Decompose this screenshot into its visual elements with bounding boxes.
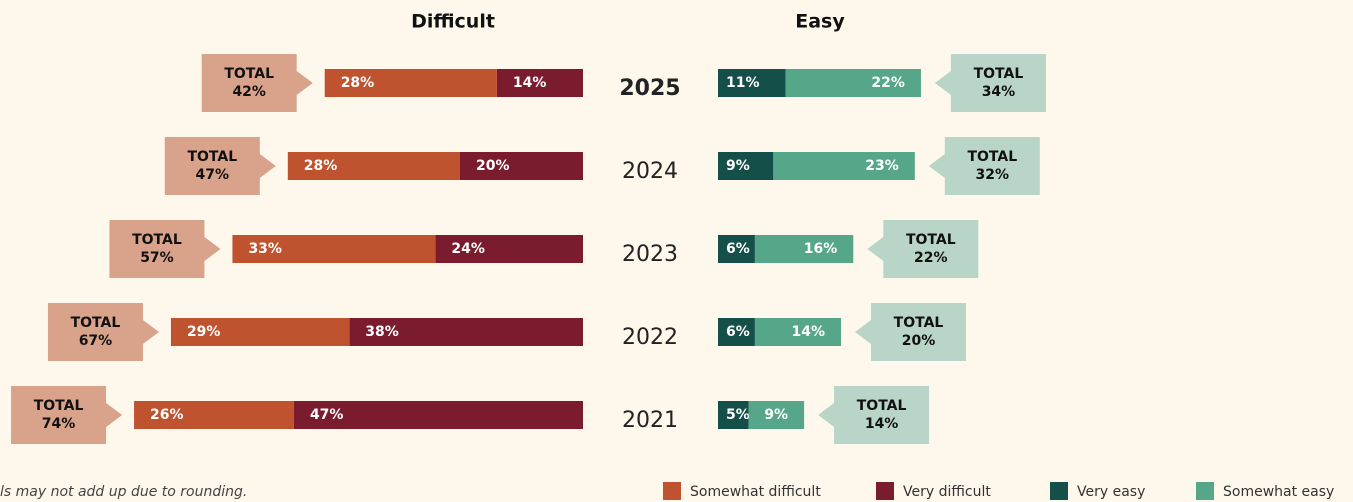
total-caption: TOTAL xyxy=(71,315,121,331)
total-caption: TOTAL xyxy=(894,315,944,331)
total-value: 34% xyxy=(982,84,1016,100)
total-box xyxy=(934,54,1046,112)
bar-segment xyxy=(718,69,786,97)
bar-segment xyxy=(287,152,460,180)
total-caption: TOTAL xyxy=(857,398,907,414)
bar-segment xyxy=(754,318,841,346)
bar-segment xyxy=(754,235,854,263)
bar-segment xyxy=(718,318,755,346)
value-label: 11% xyxy=(726,75,760,91)
bar-segment xyxy=(349,318,583,346)
total-box xyxy=(109,220,221,278)
total-value: 20% xyxy=(902,333,936,349)
value-label: 9% xyxy=(764,407,788,423)
legend-label: Very difficult xyxy=(903,484,991,500)
bar-segment xyxy=(460,152,583,180)
bar-segment xyxy=(134,401,294,429)
bar-segment xyxy=(718,235,755,263)
total-value: 32% xyxy=(976,167,1010,183)
bar-segment xyxy=(748,401,805,429)
right-title: Easy xyxy=(795,11,845,33)
legend-swatch xyxy=(1050,482,1068,500)
total-value: 47% xyxy=(196,167,230,183)
bar-segment xyxy=(718,152,774,180)
bar-segment xyxy=(324,69,497,97)
value-label: 14% xyxy=(791,324,825,340)
total-value: 74% xyxy=(42,416,76,432)
total-value: 57% xyxy=(140,250,174,266)
total-caption: TOTAL xyxy=(132,232,182,248)
legend-swatch xyxy=(876,482,894,500)
total-caption: TOTAL xyxy=(187,149,237,165)
total-caption: TOTAL xyxy=(974,66,1024,82)
legend-label: Somewhat easy xyxy=(1223,484,1334,500)
value-label: 20% xyxy=(476,158,510,174)
bar-segment xyxy=(718,401,749,429)
value-label: 29% xyxy=(187,324,221,340)
year-label: 2023 xyxy=(622,242,678,267)
value-label: 47% xyxy=(310,407,344,423)
year-label: 2025 xyxy=(619,76,680,101)
value-label: 23% xyxy=(865,158,899,174)
bar-segment xyxy=(435,235,583,263)
legend-label: Somewhat difficult xyxy=(690,484,821,500)
total-box xyxy=(855,303,966,361)
year-label: 2022 xyxy=(622,325,678,350)
bar-segment xyxy=(785,69,921,97)
bar-segment xyxy=(170,318,350,346)
value-label: 22% xyxy=(871,75,905,91)
value-label: 28% xyxy=(341,75,375,91)
bar-segment xyxy=(293,401,583,429)
total-caption: TOTAL xyxy=(224,66,274,82)
legend-swatch xyxy=(663,482,681,500)
year-label: 2024 xyxy=(622,159,678,184)
value-label: 38% xyxy=(365,324,399,340)
value-label: 26% xyxy=(150,407,184,423)
total-box xyxy=(818,386,930,444)
total-box xyxy=(867,220,979,278)
value-label: 6% xyxy=(726,241,750,257)
total-box xyxy=(928,137,1040,195)
bar-segment xyxy=(232,235,436,263)
value-label: 6% xyxy=(726,324,750,340)
left-title: Difficult xyxy=(411,11,495,33)
footnote: ls may not add up due to rounding. xyxy=(0,484,247,500)
total-box xyxy=(164,137,276,195)
total-box xyxy=(11,386,123,444)
total-box xyxy=(201,54,313,112)
total-caption: TOTAL xyxy=(967,149,1017,165)
value-label: 9% xyxy=(726,158,750,174)
value-label: 28% xyxy=(304,158,338,174)
year-label: 2021 xyxy=(622,408,678,433)
value-label: 16% xyxy=(804,241,838,257)
legend-label: Very easy xyxy=(1077,484,1145,500)
value-label: 33% xyxy=(248,241,282,257)
total-value: 22% xyxy=(914,250,948,266)
total-caption: TOTAL xyxy=(906,232,956,248)
bar-segment xyxy=(773,152,915,180)
value-label: 5% xyxy=(726,407,750,423)
total-value: 67% xyxy=(79,333,113,349)
bar-segment xyxy=(496,69,583,97)
total-value: 42% xyxy=(232,84,266,100)
legend-swatch xyxy=(1196,482,1214,500)
total-value: 14% xyxy=(865,416,899,432)
value-label: 14% xyxy=(513,75,547,91)
total-caption: TOTAL xyxy=(34,398,84,414)
value-label: 24% xyxy=(451,241,485,257)
total-box xyxy=(47,303,159,361)
